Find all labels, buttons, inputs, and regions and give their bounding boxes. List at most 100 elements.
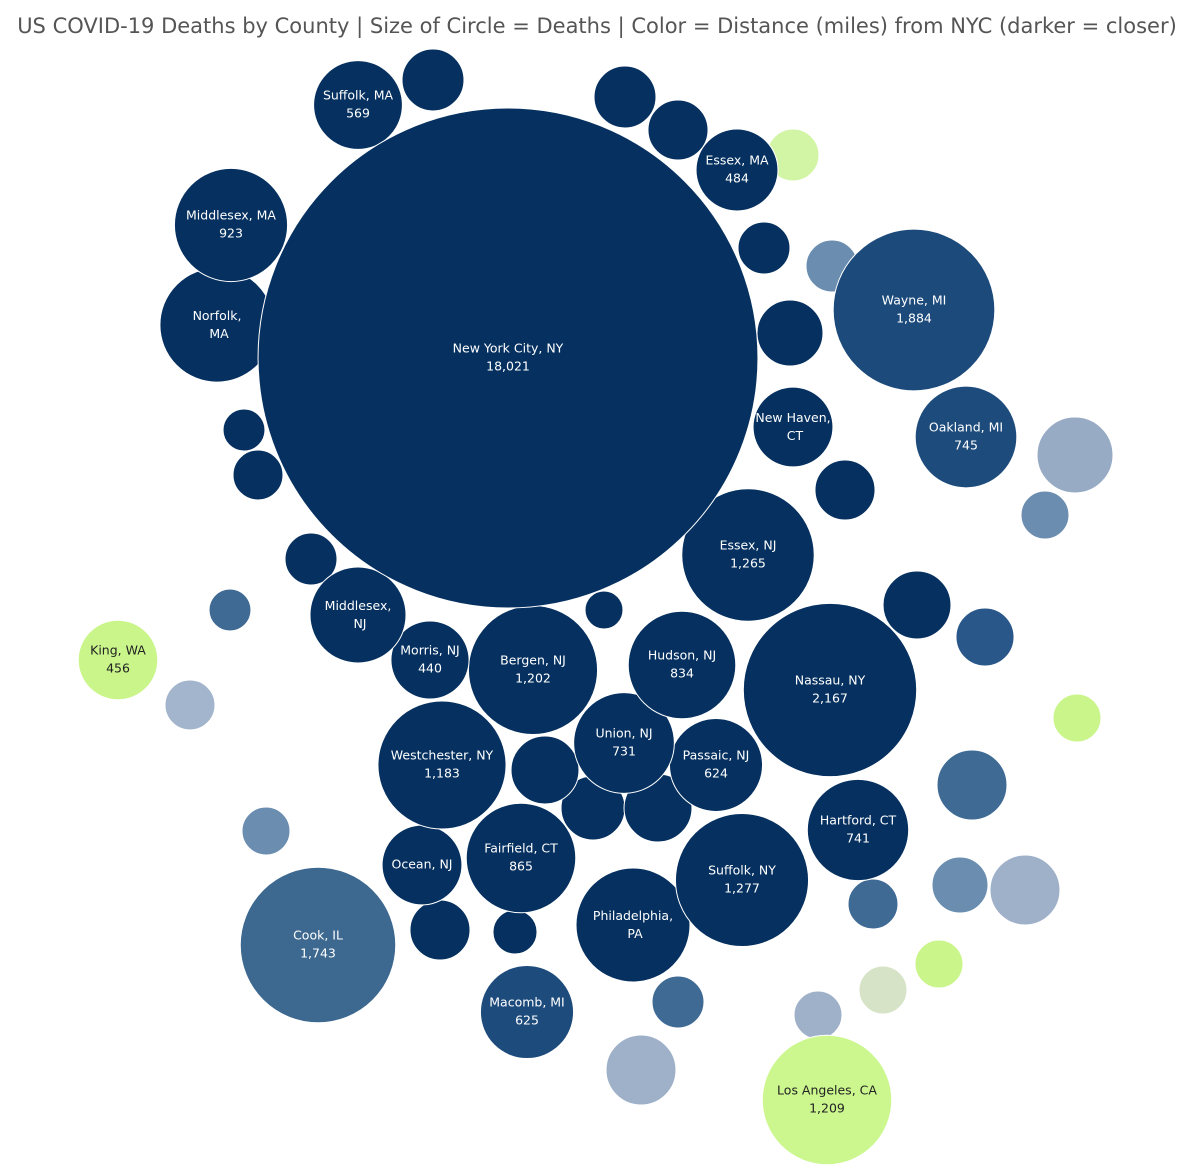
bubble-label: Cook, IL (293, 928, 343, 943)
bubble (858, 965, 908, 1015)
bubble-value: 745 (954, 438, 978, 453)
bubble (814, 459, 876, 521)
bubble-value: 440 (418, 661, 442, 676)
bubble (681, 488, 815, 622)
bubble-label: New York City, NY (453, 341, 564, 356)
bubble (627, 610, 737, 720)
bubble-value: 1,743 (300, 946, 336, 961)
bubble (793, 990, 843, 1040)
bubble-label: Suffolk, MA (323, 88, 394, 103)
bubble (239, 866, 397, 1024)
bubble (761, 1034, 893, 1166)
bubble (173, 167, 289, 283)
bubble (756, 299, 824, 367)
bubble-value: 731 (612, 744, 636, 759)
bubble (605, 1034, 677, 1106)
bubble (989, 854, 1061, 926)
bubble-value: 1,277 (724, 881, 760, 896)
bubble (914, 385, 1018, 489)
bubble (832, 228, 996, 392)
bubble-label: New Haven, CT (755, 410, 830, 443)
bubble-label: Essex, NJ (720, 538, 777, 553)
bubble (914, 939, 964, 989)
bubble (882, 570, 952, 640)
bubble-label: Wayne, MI (882, 293, 947, 308)
bubble (647, 99, 709, 161)
bubble (313, 60, 403, 150)
bubble-label: Westchester, NY (391, 748, 494, 763)
bubble (1036, 416, 1114, 494)
bubble (737, 221, 791, 275)
bubble-label: Los Angeles, CA (777, 1083, 877, 1098)
bubble (584, 590, 624, 630)
bubble (77, 619, 159, 701)
bubble (465, 802, 577, 914)
bubble-label: Essex, MA (705, 153, 769, 168)
bubble (593, 65, 657, 129)
bubble-value: 18,021 (486, 359, 530, 374)
bubble (222, 408, 266, 452)
bubble-label: Bergen, NJ (500, 653, 566, 668)
bubble-value: 1,209 (809, 1101, 845, 1116)
bubble (241, 806, 291, 856)
bubble-value: 865 (509, 859, 533, 874)
bubble-value: 741 (846, 831, 870, 846)
bubble (1020, 490, 1070, 540)
chart-title: US COVID-19 Deaths by County | Size of C… (17, 14, 1177, 39)
bubble (401, 48, 465, 112)
bubble (847, 878, 899, 930)
bubble (164, 679, 216, 731)
bubble-value: 625 (515, 1013, 539, 1028)
bubble-value: 834 (670, 666, 694, 681)
bubble (955, 607, 1015, 667)
bubble (752, 386, 834, 468)
bubble-label: Macomb, MI (489, 995, 565, 1010)
bubble (257, 107, 759, 609)
bubble (309, 566, 407, 664)
bubble (208, 588, 252, 632)
bubble-label: Fairfield, CT (484, 841, 558, 856)
bubble (651, 975, 705, 1029)
bubble (742, 602, 918, 778)
bubble-value: 1,884 (896, 311, 932, 326)
bubble (492, 909, 538, 955)
bubble-label: Middlesex, NJ (325, 598, 392, 631)
bubble (232, 449, 284, 501)
bubble-value: 2,167 (812, 691, 848, 706)
bubble-value: 923 (219, 226, 243, 241)
bubble-label: King, WA (90, 643, 146, 658)
bubble-label: Hudson, NJ (648, 648, 716, 663)
bubble (284, 532, 338, 586)
bubble-label: Morris, NJ (400, 643, 459, 658)
bubble (390, 620, 470, 700)
bubble (479, 964, 575, 1060)
bubble (1052, 693, 1102, 743)
bubble-label: Union, NJ (595, 726, 652, 741)
bubble-label: Ocean, NJ (392, 857, 453, 872)
bubble-value: 624 (704, 766, 728, 781)
bubble (377, 700, 507, 830)
bubble-value: 1,265 (730, 556, 766, 571)
bubble (936, 749, 1008, 821)
bubble-value: 484 (725, 171, 749, 186)
bubble-label: Oakland, MI (929, 420, 1003, 435)
bubble-label: Norfolk, MA (193, 308, 242, 341)
bubble-label: Passaic, NJ (683, 748, 750, 763)
bubble-value: 456 (106, 661, 130, 676)
bubble-label: Middlesex, MA (186, 208, 276, 223)
bubble-value: 1,183 (424, 766, 460, 781)
bubble-label: Philadelphia, PA (593, 908, 673, 941)
bubble (674, 812, 810, 948)
bubble (573, 692, 675, 794)
bubble-label: Hartford, CT (820, 813, 897, 828)
bubble-value: 1,202 (515, 671, 551, 686)
bubble (806, 778, 910, 882)
bubble (931, 856, 989, 914)
bubble-label: Suffolk, NY (708, 863, 776, 878)
bubble (510, 735, 580, 805)
bubble (575, 867, 691, 983)
bubble (695, 128, 779, 212)
bubble-label: Nassau, NY (795, 673, 866, 688)
bubble (409, 899, 471, 961)
